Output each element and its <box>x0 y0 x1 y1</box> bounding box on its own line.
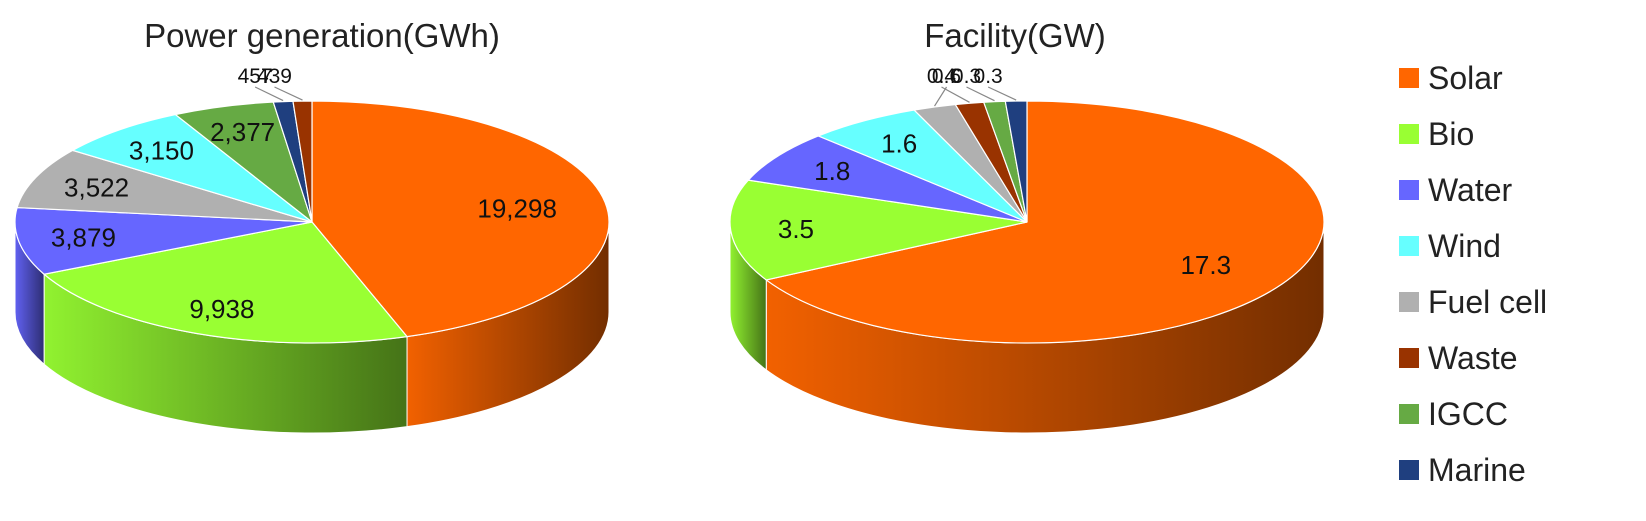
data-label-waste: 0.4 <box>927 65 957 88</box>
legend-item-bio: Bio <box>1399 116 1474 152</box>
legend-swatch-igcc <box>1399 404 1419 424</box>
pie-side-walls <box>729 221 1325 434</box>
legend-label-fuel-cell: Fuel cell <box>1428 284 1547 320</box>
slice-solar <box>764 100 1325 344</box>
data-label-igcc: 0.3 <box>952 65 981 88</box>
legend-label-waste: Waste <box>1428 340 1518 376</box>
leader-line-igcc <box>966 86 995 102</box>
data-label-igcc: 2,377 <box>210 117 275 147</box>
pie-side-walls <box>14 221 610 434</box>
data-labels: 17.33.51.81.60.60.40.30.3 <box>778 65 1231 280</box>
data-label-fuel-cell: 0.6 <box>932 65 961 88</box>
data-label-bio: 9,938 <box>189 294 254 324</box>
data-label-waste: 439 <box>257 65 292 88</box>
slice-solar <box>311 100 610 338</box>
pie-top-faces <box>14 100 610 344</box>
data-label-marine: 0.3 <box>974 65 1003 88</box>
legend-item-solar: Solar <box>1399 60 1503 96</box>
legend-swatch-wind <box>1399 236 1419 256</box>
legend-item-igcc: IGCC <box>1399 396 1508 432</box>
legend-item-water: Water <box>1399 172 1513 208</box>
data-label-fuel-cell: 3,522 <box>64 172 129 202</box>
legend-swatch-fuel-cell <box>1399 292 1419 312</box>
legend-label-solar: Solar <box>1428 60 1503 96</box>
legend-swatch-marine <box>1399 460 1419 480</box>
legend-swatch-waste <box>1399 348 1419 368</box>
leader-line-marine <box>254 86 284 102</box>
leader-line-waste <box>274 86 303 101</box>
slice-marine <box>1004 100 1028 223</box>
legend-item-waste: Waste <box>1399 340 1518 376</box>
slice-wind <box>816 109 1028 223</box>
leader-line-fuel-cell <box>934 86 948 107</box>
legend-item-wind: Wind <box>1399 228 1501 264</box>
slice-water <box>747 135 1028 223</box>
slice-waste <box>292 100 313 223</box>
pie-facility: 17.33.51.81.60.60.40.30.3 <box>729 65 1325 434</box>
legend-label-wind: Wind <box>1428 228 1501 264</box>
slice-bio <box>729 179 1028 281</box>
chart-title-facility: Facility(GW) <box>924 17 1105 54</box>
pie-top-faces <box>729 100 1325 344</box>
legend: Solar Bio Water Wind Fuel cell Waste IGCC Marin… <box>1399 60 1547 488</box>
legend-label-water: Water <box>1428 172 1513 208</box>
slice-water <box>14 206 313 275</box>
data-label-marine: 457 <box>238 65 273 88</box>
slice-bio <box>42 221 409 344</box>
slice-wind <box>71 113 313 223</box>
data-label-water: 1.8 <box>814 156 850 186</box>
legend-swatch-water <box>1399 180 1419 200</box>
data-label-water: 3,879 <box>51 222 116 252</box>
legend-item-fuel-cell: Fuel cell <box>1399 284 1547 320</box>
data-label-bio: 3.5 <box>778 214 814 244</box>
legend-label-bio: Bio <box>1428 116 1474 152</box>
data-label-wind: 1.6 <box>881 128 917 158</box>
chart-title-power-generation: Power generation(GWh) <box>144 17 500 54</box>
legend-item-marine: Marine <box>1399 452 1526 488</box>
legend-swatch-solar <box>1399 68 1419 88</box>
legend-swatch-bio <box>1399 124 1419 144</box>
legend-label-igcc: IGCC <box>1428 396 1508 432</box>
legend-label-marine: Marine <box>1428 452 1526 488</box>
data-label-solar: 19,298 <box>477 193 557 223</box>
data-label-solar: 17.3 <box>1180 250 1231 280</box>
leader-line-waste <box>941 86 970 103</box>
data-label-wind: 3,150 <box>129 135 194 165</box>
leader-line-marine <box>987 86 1017 101</box>
slice-fuel-cell <box>16 149 313 223</box>
